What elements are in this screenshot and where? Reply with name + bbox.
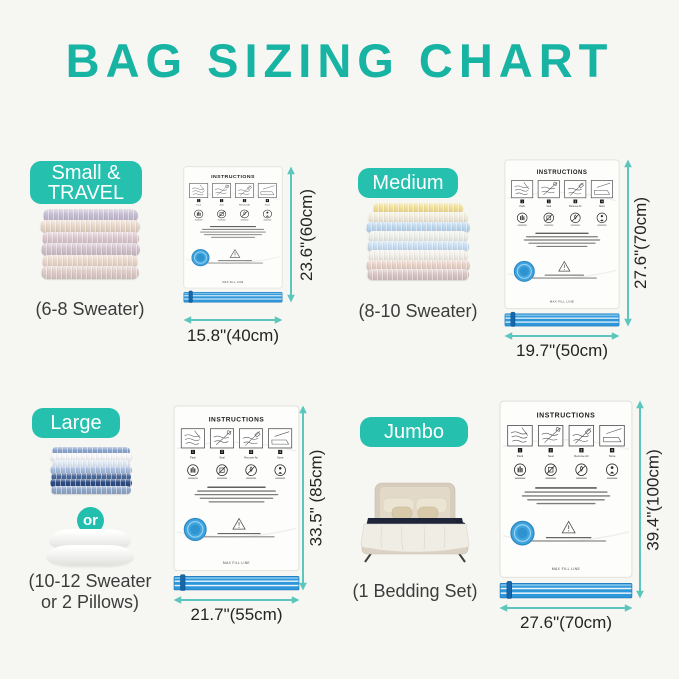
- sweater-stack-photo: [366, 202, 470, 280]
- sweater-layer: [51, 472, 131, 481]
- width-dimension-label: 27.6"(70cm): [519, 613, 612, 632]
- height-dimension-label: 27.6"(70cm): [631, 196, 651, 290]
- sweater-layer: [366, 240, 470, 252]
- size-label-pill-medium: Medium: [358, 168, 458, 198]
- sweater-layer: [368, 212, 468, 223]
- capacity-caption: (1 Bedding Set): [352, 581, 478, 601]
- sweater-layer: [368, 250, 468, 261]
- height-dimension-label: 33.5" (85cm): [306, 449, 325, 547]
- height-arrow-icon: [636, 400, 644, 599]
- pillow: [47, 545, 133, 565]
- height-arrow-icon: [287, 166, 295, 303]
- sweater-layer: [41, 231, 139, 245]
- capacity-caption: (10-12 Sweater or 2 Pillows): [28, 571, 152, 612]
- width-arrow-icon: [504, 332, 620, 340]
- sweater-layer: [51, 459, 131, 468]
- height-arrow-icon: [624, 159, 632, 327]
- width-dimension-label: 15.8"(40cm): [186, 326, 279, 345]
- width-arrow-icon: [183, 316, 283, 324]
- size-label-pill-large: Large: [32, 408, 120, 438]
- page-title: BAG SIZING CHART: [65, 34, 614, 87]
- width-arrow-icon: [499, 604, 633, 612]
- sweater-layer: [40, 220, 140, 233]
- sweater-layer: [50, 485, 132, 494]
- sweater-layer: [41, 266, 139, 279]
- pillow: [50, 529, 130, 549]
- sweater-layer: [40, 243, 140, 256]
- sweater-layer: [367, 231, 469, 242]
- sweater-layer: [366, 221, 470, 233]
- height-arrow-icon: [299, 405, 307, 591]
- sweater-layer: [373, 202, 463, 214]
- vacuum-bag-illustration-jumbo: [499, 400, 633, 599]
- vacuum-bag-illustration-large: [173, 405, 300, 591]
- sweater-layer: [42, 208, 138, 222]
- sweater-layer: [50, 479, 132, 487]
- bed-photo: [360, 482, 470, 563]
- vacuum-bag-illustration-small: [183, 166, 283, 303]
- sweater-layer: [367, 269, 469, 280]
- height-dimension-label: 39.4"(100cm): [644, 448, 663, 551]
- width-dimension-label: 21.7"(55cm): [190, 605, 283, 624]
- sweater-layer: [42, 254, 138, 268]
- sweater-layer: [52, 446, 130, 455]
- height-dimension-label: 23.6"(60cm): [297, 188, 317, 281]
- sweater-stack-photo: [50, 446, 132, 494]
- sweater-layer: [366, 259, 470, 271]
- width-dimension-label: 19.7"(50cm): [515, 341, 608, 360]
- pillows-photo: [47, 529, 133, 565]
- capacity-caption: (8-10 Sweater): [358, 301, 478, 321]
- sweater-stack-photo: [40, 208, 140, 279]
- size-label-pill-small-travel: Small & TRAVEL: [30, 161, 142, 204]
- sweater-layer: [50, 453, 132, 461]
- size-label-pill-jumbo: Jumbo: [360, 417, 468, 447]
- capacity-caption: (6-8 Sweater): [35, 299, 145, 319]
- vacuum-bag-illustration-medium: [504, 159, 620, 327]
- sweater-layer: [50, 466, 132, 474]
- width-arrow-icon: [173, 596, 300, 604]
